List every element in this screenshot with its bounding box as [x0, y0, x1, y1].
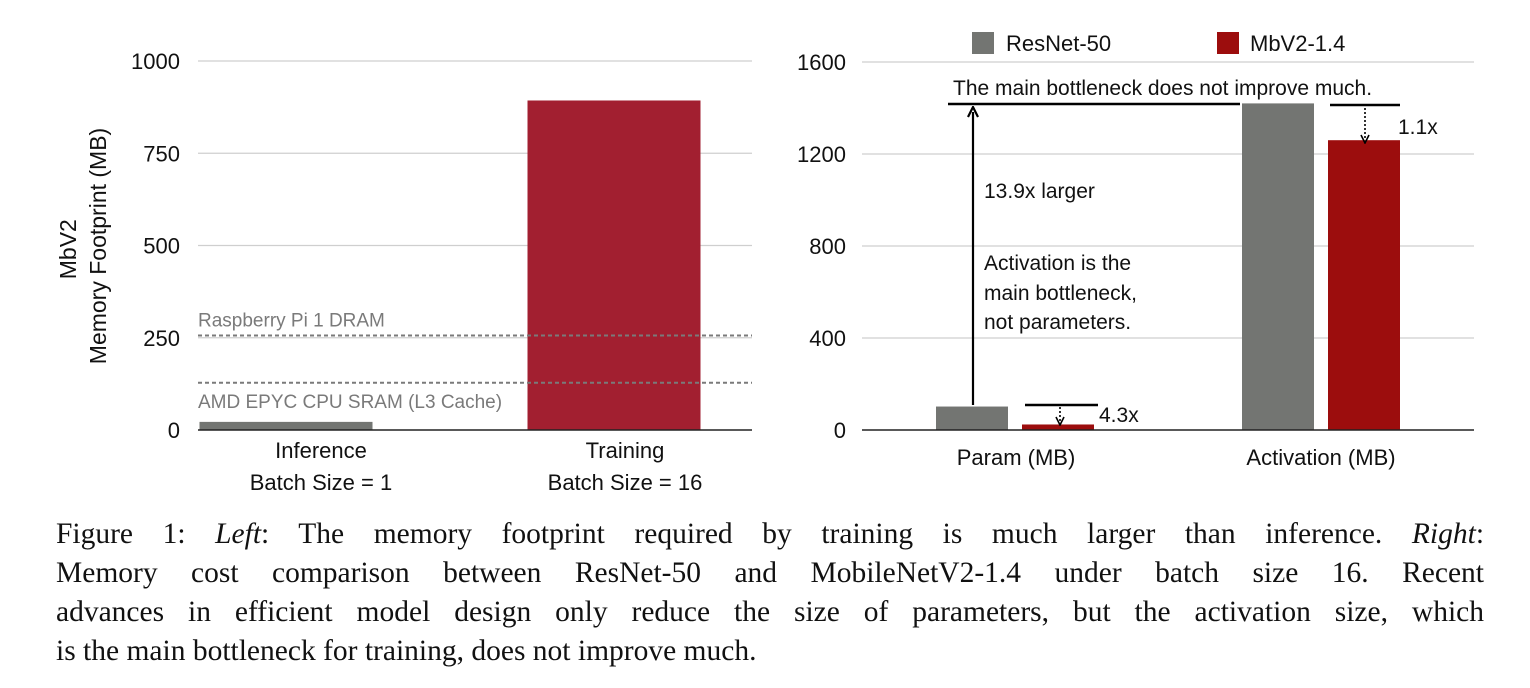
legend-label-resnet: ResNet-50 [1006, 31, 1111, 56]
right-bar-1-0 [1022, 424, 1094, 430]
legend-swatch-mbv2 [1217, 32, 1239, 54]
right-y-tick-label: 400 [809, 326, 846, 351]
legend-item-mbv2: MbV2-1.4 [1217, 31, 1345, 56]
left-bars [199, 100, 701, 430]
reference-label-1: AMD EPYC CPU SRAM (L3 Cache) [198, 392, 502, 413]
right-chart: 0 400 800 1200 1600 Param (MB) Activation (MB… [797, 31, 1474, 470]
right-category-label: Param (MB) [957, 445, 1076, 470]
caption-line-2: Memory cost comparison between ResNet-50… [56, 557, 1484, 589]
left-y-axis-label: MbV2 Memory Footprint (MB) [55, 128, 111, 364]
caption-label: Figure 1: [56, 518, 216, 550]
left-y-tick-label: 750 [143, 141, 180, 166]
right-y-tick-label: 1200 [797, 142, 846, 167]
right-y-ticks: 0 400 800 1200 1600 [797, 50, 846, 443]
left-y-tick-label: 500 [143, 234, 180, 259]
param-ratio-label: 4.3x [1099, 404, 1139, 427]
annotation-top-note: The main bottleneck does not improve muc… [953, 77, 1372, 100]
legend-swatch-resnet [972, 32, 994, 54]
legend-item-resnet: ResNet-50 [972, 31, 1111, 56]
left-category-label: Batch Size = 16 [548, 470, 703, 495]
right-y-tick-label: 1600 [797, 50, 846, 75]
right-y-tick-label: 0 [834, 418, 846, 443]
annotation-bottleneck-line1: Activation is the [984, 252, 1131, 275]
annotation-larger: 13.9x larger [984, 180, 1095, 203]
annotation-bottleneck-line3: not parameters. [984, 311, 1131, 334]
left-y-axis-label-line1: MbV2 [55, 219, 81, 279]
caption-line-3: advances in efficient model design only … [56, 596, 1484, 628]
caption-left-word: Left [215, 518, 262, 550]
legend: ResNet-50 MbV2-1.4 [972, 31, 1345, 56]
left-y-tick-label: 0 [168, 418, 180, 443]
right-y-tick-label: 800 [809, 234, 846, 259]
left-bar-0 [199, 421, 373, 430]
right-category-labels: Param (MB) Activation (MB) [957, 445, 1396, 470]
left-chart: 0 250 500 750 1000 Raspberry Pi 1 DRAM AMD EP… [55, 49, 752, 495]
reference-label-0: Raspberry Pi 1 DRAM [198, 311, 385, 332]
left-y-ticks: 0 250 500 750 1000 [131, 49, 180, 443]
act-ratio-label: 1.1x [1398, 116, 1438, 139]
caption-line1-rest: : The memory footprint required by train… [261, 518, 1412, 550]
annotation-bottleneck-line2: main bottleneck, [984, 282, 1137, 305]
right-bar-0-0 [936, 406, 1008, 430]
left-y-tick-label: 1000 [131, 49, 180, 74]
caption-line-4: is the main bottleneck for training, doe… [56, 635, 757, 667]
right-bar-0-1 [1242, 103, 1314, 431]
left-reference-lines: Raspberry Pi 1 DRAM AMD EPYC CPU SRAM (L3… [198, 311, 752, 413]
left-y-axis-label-line2: Memory Footprint (MB) [85, 128, 111, 364]
right-bars [936, 103, 1400, 431]
caption-right-colon: : [1475, 518, 1485, 550]
left-category-label: Inference [275, 438, 367, 463]
right-category-label: Activation (MB) [1246, 445, 1395, 470]
annotation-bottleneck: Activation is the main bottleneck, not p… [984, 252, 1143, 334]
legend-label-mbv2: MbV2-1.4 [1250, 31, 1345, 56]
left-category-labels: Inference Batch Size = 1 Training Batch Siz… [250, 438, 703, 495]
right-bar-1-1 [1328, 140, 1400, 430]
figure-panels: 0 250 500 750 1000 Raspberry Pi 1 DRAM AMD EP… [55, 31, 1474, 495]
caption-line-1: Figure 1: Left: The memory footprint req… [56, 515, 1484, 554]
left-category-label: Batch Size = 1 [250, 470, 392, 495]
left-y-tick-label: 250 [143, 326, 180, 351]
annotations: The main bottleneck does not improve muc… [948, 77, 1438, 427]
left-category-label: Training [586, 438, 665, 463]
left-bar-1 [527, 100, 701, 430]
caption-right-word: Right [1411, 518, 1476, 550]
figure-caption: Figure 1: Left: The memory footprint req… [56, 515, 1484, 671]
